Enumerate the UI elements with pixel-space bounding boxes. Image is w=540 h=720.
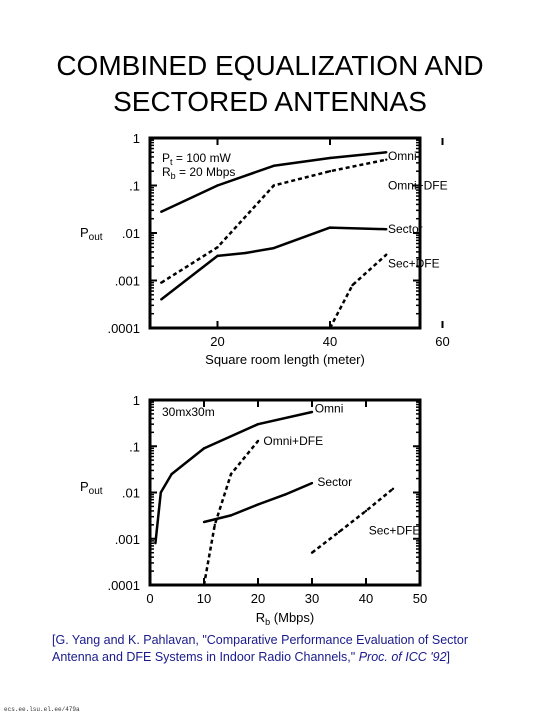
chart2-point-sector: [202, 520, 206, 524]
chart2-point-omni: [159, 491, 162, 494]
chart2-x-tick-label: 20: [251, 591, 265, 606]
citation-venue: Proc. of ICC '92: [358, 650, 447, 664]
chart1-series-sec-dfe: [328, 253, 388, 329]
chart1-y-tick-label: .01: [122, 226, 140, 241]
chart1-point-omni-dfe: [328, 170, 332, 173]
chart2-x-tick-label: 10: [197, 591, 211, 606]
chart1-y-tick-label: .1: [129, 179, 140, 194]
chart1-point-omni: [272, 164, 275, 167]
chart2-point-omni: [154, 542, 157, 545]
chart2-x-axis-label: Rb (Mbps): [256, 610, 314, 627]
chart1-series-label: Sec+DFE: [388, 256, 440, 270]
chart1-y-tick-label: .001: [115, 274, 140, 289]
chart2-point-omni-dfe: [229, 472, 233, 476]
chart1-x-axis-label: Square room length (meter): [205, 352, 365, 367]
chart2-y-tick-label: .001: [115, 532, 140, 547]
footer-mark: ecs.ee.lsu.el.ee/479a: [4, 706, 80, 713]
chart2-series-label: Sec+DFE: [369, 524, 421, 538]
chart2-param-label: 30mx30m: [162, 405, 215, 419]
chart1-point-sector: [328, 226, 332, 229]
chart1-param-label: Rb = 20 Mbps: [162, 165, 235, 181]
chart2-x-tick-label: 50: [413, 591, 427, 606]
chart1-x-tick-label: 40: [323, 334, 337, 349]
chart1-series-sector: [160, 226, 387, 301]
chart2-y-tick-label: .01: [122, 486, 140, 501]
chart2-point-omni: [170, 472, 173, 476]
chart2-point-sec-dfe: [310, 551, 314, 554]
chart2-y-tick-label: .0001: [107, 578, 140, 593]
chart2-x-tick-label: 40: [359, 591, 373, 606]
chart2-x-tick-label: 30: [305, 591, 319, 606]
chart2-point-sector: [283, 493, 287, 496]
chart2-point-omni: [310, 410, 314, 414]
chart2-point-omni-dfe: [202, 583, 206, 587]
chart2-y-tick-label: 1: [133, 393, 140, 408]
chart1-y-axis-label: Pout: [80, 225, 103, 243]
chart2-series-sec-dfe: [311, 487, 394, 554]
chart1-point-omni-dfe: [272, 184, 275, 187]
chart1-point-sector: [216, 254, 219, 258]
chart1-point-omni-dfe: [216, 246, 219, 249]
chart1-series-label: Omni: [388, 149, 417, 163]
chart2-x-tick-label: 0: [146, 591, 153, 606]
chart2-point-sec-dfe: [391, 487, 395, 491]
chart1-series-label: Omni+DFE: [388, 179, 448, 193]
chart1-y-tick-label: .0001: [107, 321, 140, 336]
chart1-y-tick-label: 1: [133, 131, 140, 146]
chart1-point-omni: [385, 151, 388, 154]
chart2-point-sector: [229, 514, 233, 517]
chart1-point-sector: [160, 298, 163, 301]
chart1-point-sector: [244, 251, 247, 255]
chart2-point-omni: [202, 447, 206, 450]
chart2-point-omni: [256, 422, 260, 426]
chart2-point-sec-dfe: [364, 509, 368, 513]
chart1-point-omni: [328, 156, 332, 160]
chart2-series-label: Sector: [317, 475, 352, 489]
chart2-series-omni-dfe: [202, 440, 259, 586]
chart2-series-omni: [154, 410, 313, 544]
chart1-point-sector: [385, 228, 388, 231]
page-title: COMBINED EQUALIZATION AND SECTORED ANTEN…: [56, 50, 484, 117]
chart2-point-omni-dfe: [213, 523, 216, 527]
chart1-point-sec-dfe: [328, 326, 332, 330]
chart1-param-label: Pt = 100 mW: [162, 151, 232, 167]
chart1-x-tick-label: 20: [210, 334, 224, 349]
chart2-frame: [148, 398, 422, 587]
chart2-y-axis-label: Pout: [80, 479, 103, 497]
chart1-x-tick-label: 60: [435, 334, 449, 349]
chart1-point-omni-dfe: [160, 281, 163, 284]
chart2-series-label: Omni: [315, 402, 344, 416]
chart2-point-sector: [310, 481, 314, 485]
chart1-series-label: Sector: [388, 222, 423, 236]
chart2-series-sector: [203, 481, 313, 524]
citation: [G. Yang and K. Pahlavan, "Comparative P…: [52, 632, 502, 666]
chart2-series-label: Omni+DFE: [263, 434, 323, 448]
citation-text: [G. Yang and K. Pahlavan, "Comparative P…: [52, 633, 469, 664]
chart1-point-omni-dfe: [385, 158, 388, 161]
chart1-point-omni: [216, 184, 219, 187]
citation-close: ]: [446, 650, 451, 664]
chart2-y-tick-label: .1: [129, 439, 140, 454]
chart1-point-omni: [160, 210, 163, 213]
chart1-point-sector: [272, 246, 275, 250]
chart1-point-sec-dfe: [385, 253, 388, 256]
chart2-point-sector: [256, 503, 260, 506]
chart2-point-omni-dfe: [256, 439, 260, 443]
chart1-point-sec-dfe: [351, 283, 354, 287]
chart2-point-sec-dfe: [337, 530, 341, 534]
